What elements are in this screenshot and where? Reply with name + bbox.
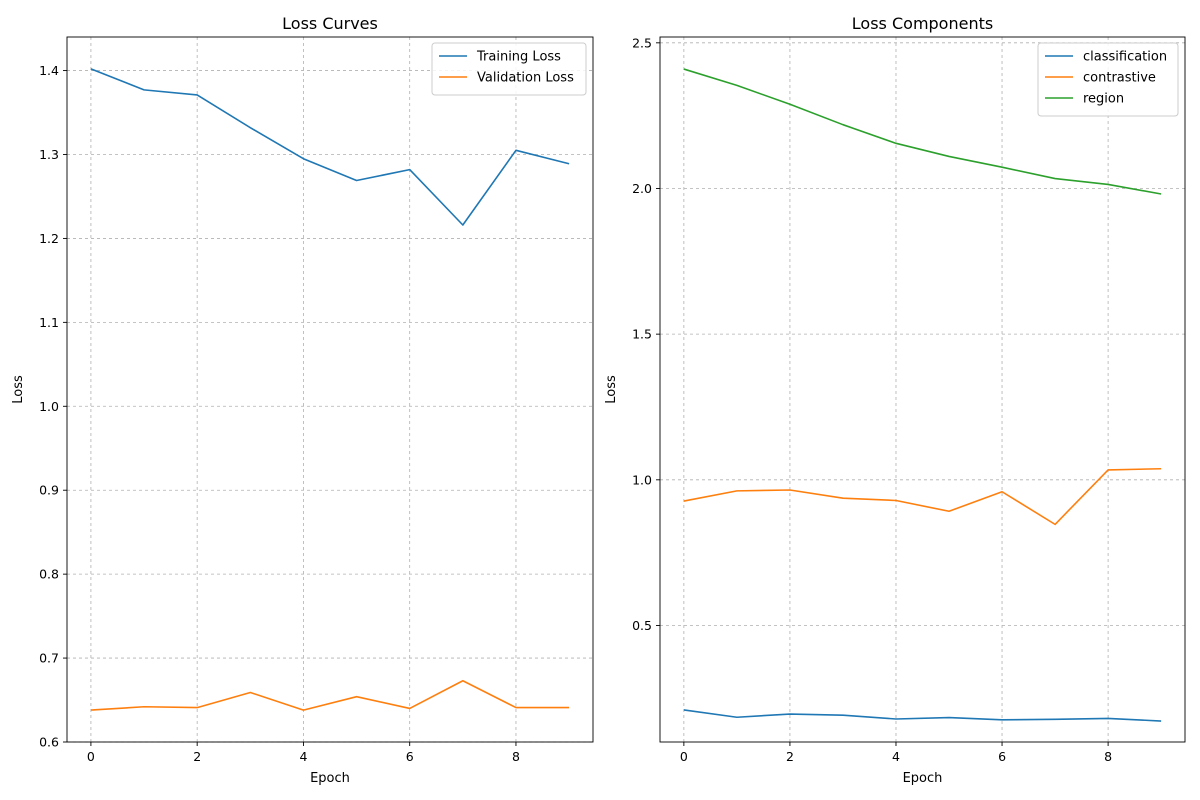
- axes-frame: [66, 36, 594, 743]
- y-tick-label: 0.5: [632, 618, 652, 633]
- legend: classification contrastive region: [1037, 42, 1179, 117]
- chart-2: 0 2 4 6 8 0.5 1.0 1.5 2.0 2.5 Loss Components Epoch…: [604, 14, 1186, 786]
- y-axis-label: Loss: [604, 375, 619, 404]
- legend-label: Validation Loss: [477, 71, 574, 86]
- y-tick-label: 0.8: [39, 567, 59, 582]
- x-tick-label: 0: [87, 749, 95, 764]
- grid: [660, 37, 1185, 742]
- y-tick-label: 1.2: [39, 231, 59, 246]
- y-tick-label: 1.1: [39, 315, 59, 330]
- chart-title: Loss Curves: [282, 14, 378, 33]
- y-tick-label: 0.6: [39, 735, 59, 750]
- y-tick-label: 1.0: [39, 399, 59, 414]
- y-tick-label: 1.4: [39, 63, 59, 78]
- y-tick-label: 2.0: [632, 181, 652, 196]
- series-line-training-loss: [90, 68, 570, 226]
- x-axis-label: Epoch: [903, 771, 943, 786]
- series-line-validation-loss: [90, 679, 570, 711]
- legend-label: classification: [1083, 50, 1167, 65]
- x-tick-label: 8: [512, 749, 520, 764]
- series-line-classification: [683, 709, 1162, 722]
- y-tick-label: 0.9: [39, 483, 59, 498]
- legend: Training Loss Validation Loss: [431, 42, 587, 96]
- y-tick-label: 1.5: [632, 327, 652, 342]
- y-tick-label: 1.3: [39, 147, 59, 162]
- x-tick-label: 6: [406, 749, 414, 764]
- legend-label: Training Loss: [476, 50, 561, 65]
- series-line-contrastive: [683, 467, 1162, 526]
- grid: [67, 37, 593, 743]
- legend-label: region: [1083, 92, 1124, 107]
- legend-label: contrastive: [1083, 71, 1156, 86]
- x-tick-label: 2: [786, 749, 794, 764]
- chart-title: Loss Components: [852, 14, 993, 33]
- y-tick-label: 0.7: [39, 651, 59, 666]
- y-axis-label: Loss: [11, 375, 26, 404]
- series-line-region: [683, 68, 1162, 195]
- chart-1: 0 2 4 6 8 0.6 0.7 0.8 0.9 1.0 1.1 1.2 1.3 1.4 Loss Cur…: [11, 14, 594, 786]
- legend-box: [431, 42, 587, 96]
- x-tick-label: 2: [193, 749, 201, 764]
- x-tick-label: 6: [998, 749, 1006, 764]
- axes-frame: [659, 36, 1186, 743]
- y-tick-label: 1.0: [632, 472, 652, 487]
- y-tick-label: 2.5: [632, 35, 652, 50]
- x-axis-label: Epoch: [310, 771, 350, 786]
- x-tick-label: 4: [892, 749, 900, 764]
- x-tick-label: 0: [680, 749, 688, 764]
- x-tick-label: 8: [1104, 749, 1112, 764]
- x-tick-label: 4: [299, 749, 307, 764]
